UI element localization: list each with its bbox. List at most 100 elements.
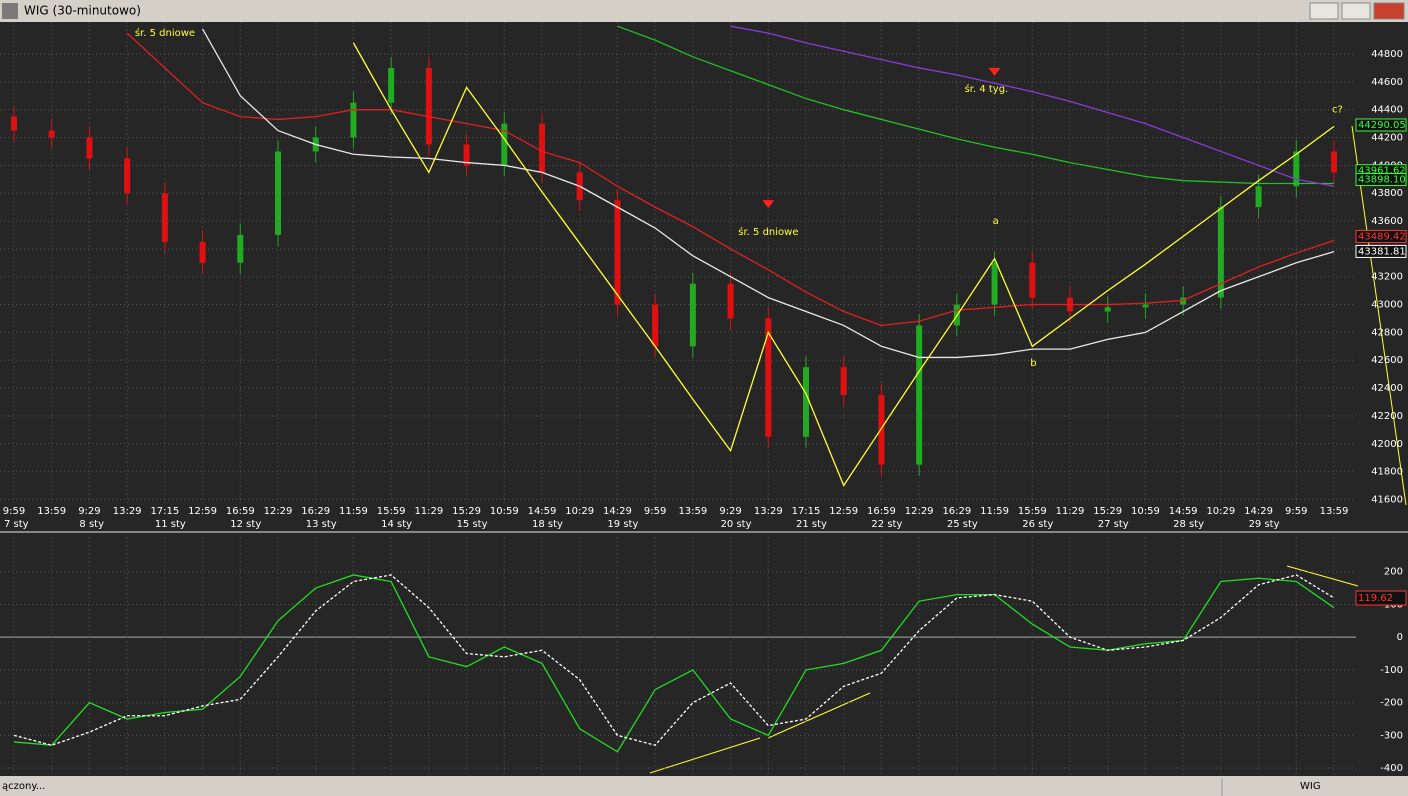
x-tick-label: 10:29 xyxy=(1206,506,1235,517)
x-tick-label: 12:29 xyxy=(905,506,934,517)
date-label: 20 sty xyxy=(721,519,752,530)
candle-body xyxy=(463,144,470,166)
candle-body xyxy=(350,102,357,138)
candle-body xyxy=(501,123,508,166)
candle-body xyxy=(765,318,772,437)
y-tick-label: 44400 xyxy=(1371,105,1403,116)
annotation: a xyxy=(993,216,999,227)
y-tick-label: -300 xyxy=(1380,730,1403,741)
status-bar xyxy=(0,776,1408,796)
x-tick-label: 16:29 xyxy=(942,506,971,517)
annotation: b xyxy=(1030,358,1036,369)
x-tick-label: 16:59 xyxy=(867,506,896,517)
x-tick-label: 11:29 xyxy=(1056,506,1085,517)
y-tick-label: 44800 xyxy=(1371,49,1403,60)
candle-body xyxy=(1293,151,1300,187)
x-tick-label: 11:29 xyxy=(414,506,443,517)
indicator-line xyxy=(730,25,1335,187)
date-label: 15 sty xyxy=(457,519,488,530)
date-label: 11 sty xyxy=(155,519,186,530)
x-tick-label: 16:29 xyxy=(301,506,330,517)
chart-area xyxy=(0,22,1408,776)
x-tick-label: 12:59 xyxy=(829,506,858,517)
trendline xyxy=(649,737,761,774)
y-tick-label: 43000 xyxy=(1371,300,1403,311)
arrow-marker xyxy=(762,200,775,209)
x-tick-label: 14:29 xyxy=(603,506,632,517)
value-label: 119.62 xyxy=(1358,593,1393,604)
indicator-line xyxy=(202,28,1335,359)
candle-body xyxy=(916,325,923,465)
date-label: 22 sty xyxy=(871,519,902,530)
candle-body xyxy=(727,283,734,319)
candle-body xyxy=(1217,207,1224,298)
x-tick-label: 9:59 xyxy=(3,506,25,517)
date-label: 18 sty xyxy=(532,519,563,530)
indicator-line xyxy=(126,32,1335,327)
candle-body xyxy=(539,123,545,173)
annotation: c? xyxy=(1332,105,1343,116)
date-label: 27 sty xyxy=(1098,519,1129,530)
x-tick-label: 13:29 xyxy=(754,506,783,517)
x-tick-label: 13:59 xyxy=(678,506,707,517)
price-label-box xyxy=(1355,173,1407,187)
candle-body xyxy=(11,116,17,131)
indicator-line xyxy=(13,574,1335,746)
x-tick-label: 12:59 xyxy=(188,506,217,517)
candle-body xyxy=(1142,304,1149,308)
x-tick-label: 10:59 xyxy=(490,506,519,517)
minimize-button[interactable] xyxy=(1309,2,1339,20)
price-label: 43898.10 xyxy=(1358,175,1406,186)
date-label: 29 sty xyxy=(1249,519,1280,530)
x-tick-label: 14:29 xyxy=(1244,506,1273,517)
value-label-box xyxy=(1355,590,1407,606)
date-label: 19 sty xyxy=(607,519,638,530)
close-button[interactable] xyxy=(1373,2,1405,20)
x-tick-label: 10:59 xyxy=(1131,506,1160,517)
y-tick-label: 44200 xyxy=(1371,133,1403,144)
x-tick-label: 9:29 xyxy=(719,506,741,517)
date-label: 26 sty xyxy=(1022,519,1053,530)
date-label: 7 sty xyxy=(4,519,29,530)
date-label: 21 sty xyxy=(796,519,827,530)
candle-body xyxy=(1180,297,1187,305)
candle-body xyxy=(275,151,281,235)
trendline xyxy=(1351,125,1407,506)
restore-button[interactable] xyxy=(1341,2,1371,20)
x-tick-label: 15:29 xyxy=(1093,506,1122,517)
candle-body xyxy=(652,304,659,347)
annotation: śr. 5 dniowe xyxy=(738,226,798,238)
candle-body xyxy=(425,67,432,145)
candle-body xyxy=(388,67,395,103)
window-icon xyxy=(2,3,18,19)
date-label: 14 sty xyxy=(381,519,412,530)
y-tick-label: -100 xyxy=(1380,665,1403,676)
x-tick-label: 16:59 xyxy=(226,506,255,517)
price-label-box xyxy=(1355,244,1407,258)
price-label: 44290.05 xyxy=(1358,120,1406,131)
x-tick-label: 9:29 xyxy=(78,506,100,517)
y-tick-label: 41800 xyxy=(1371,467,1403,478)
x-tick-label: 15:59 xyxy=(1018,506,1047,517)
annotation: śr. 5 dniowe xyxy=(135,27,195,39)
x-tick-label: 13:29 xyxy=(113,506,142,517)
x-tick-label: 9:59 xyxy=(1285,506,1307,517)
x-tick-label: 9:59 xyxy=(644,506,666,517)
y-tick-label: 42200 xyxy=(1371,411,1403,422)
y-tick-label: -400 xyxy=(1380,763,1403,774)
candle-body xyxy=(86,137,93,159)
annotation: śr. 4 tyg. xyxy=(965,83,1009,95)
y-tick-label: 43800 xyxy=(1371,188,1403,199)
price-label-box xyxy=(1355,118,1407,132)
candle-body xyxy=(614,200,621,305)
y-tick-label: 44600 xyxy=(1371,77,1403,88)
price-label: 43489.42 xyxy=(1358,231,1406,242)
trendline xyxy=(1286,565,1359,587)
date-label: 12 sty xyxy=(230,519,261,530)
y-tick-label: 42000 xyxy=(1371,439,1403,450)
candle-body xyxy=(1104,307,1111,312)
x-tick-label: 12:29 xyxy=(264,506,293,517)
candle-body xyxy=(161,193,168,242)
candle-body xyxy=(124,158,131,194)
